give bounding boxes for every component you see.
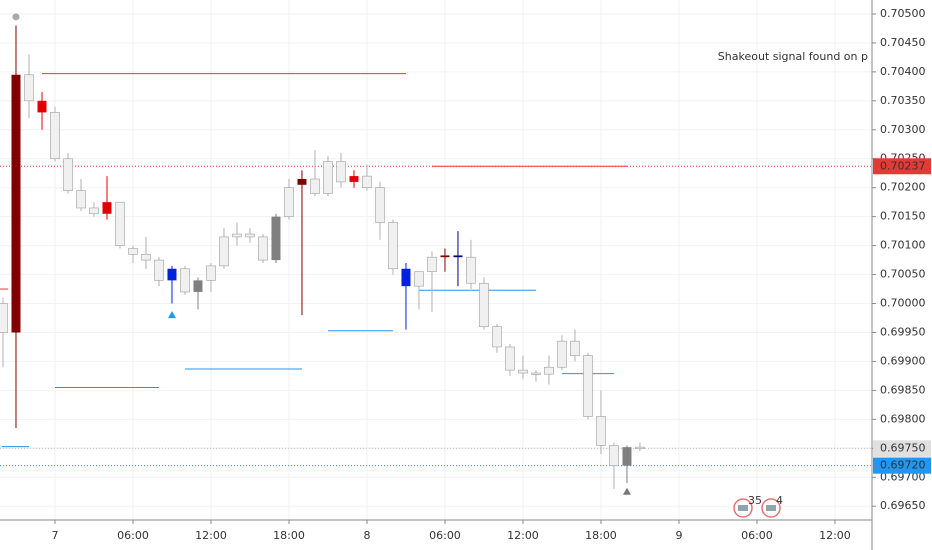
candle-body — [375, 187, 385, 223]
x-tick-label: 9 — [675, 529, 682, 542]
price-badge-label: 0.69750 — [880, 441, 926, 454]
x-tick-label: 06:00 — [429, 529, 461, 542]
x-tick-label: 12:00 — [195, 529, 227, 542]
candle-body — [271, 216, 281, 261]
candle-body — [206, 265, 216, 281]
candle-body — [297, 179, 307, 185]
y-tick-label: 0.69950 — [880, 325, 926, 338]
y-tick-label: 0.70200 — [880, 181, 926, 194]
candle-body — [232, 233, 242, 238]
candle-body — [167, 268, 177, 281]
candle-body — [89, 207, 99, 215]
candle-body — [635, 446, 645, 449]
candle-body — [466, 256, 476, 284]
candle-body — [128, 248, 138, 255]
y-tick-label: 0.70150 — [880, 210, 926, 223]
event-flag — [738, 505, 748, 511]
candle-body — [219, 236, 229, 267]
candle-body — [102, 202, 112, 214]
candle-body — [284, 187, 294, 217]
candle-body — [180, 268, 190, 293]
candle-body — [336, 161, 346, 183]
candle-body — [245, 233, 255, 238]
y-tick-label: 0.70300 — [880, 123, 926, 136]
x-tick-label: 18:00 — [273, 529, 305, 542]
y-tick-label: 0.70100 — [880, 239, 926, 252]
candle-body — [583, 355, 593, 417]
price-badge — [873, 158, 931, 175]
candle-body — [453, 255, 463, 258]
candle-body — [414, 271, 424, 287]
y-tick-label: 0.70350 — [880, 94, 926, 107]
annotation: Shakeout signal found on p — [718, 50, 868, 63]
price-badge — [873, 457, 931, 474]
signal-marker — [12, 13, 20, 21]
grid — [0, 0, 872, 520]
x-tick-label: 12:00 — [819, 529, 851, 542]
y-tick-label: 0.69800 — [880, 412, 926, 425]
candle-body — [609, 445, 619, 466]
x-tick-label: 12:00 — [507, 529, 539, 542]
candle-body — [323, 161, 333, 194]
price-badge-label: 0.69720 — [880, 459, 926, 472]
candle-body — [622, 447, 632, 466]
event-count: 35 — [748, 494, 762, 507]
candle-body — [479, 282, 489, 327]
candle-body — [531, 372, 541, 375]
candle-body — [505, 346, 515, 371]
candle-body — [24, 74, 34, 102]
candle-body — [362, 175, 372, 188]
candle-body — [518, 369, 528, 374]
candle-body — [37, 100, 47, 113]
plot — [0, 13, 872, 495]
y-tick-label: 0.70500 — [880, 7, 926, 20]
candle-body — [115, 201, 125, 246]
signal-marker — [167, 311, 176, 319]
y-tick-label: 0.70400 — [880, 65, 926, 78]
candle-body — [427, 256, 437, 272]
candle-body — [76, 190, 86, 209]
y-tick-label: 0.70450 — [880, 36, 926, 49]
candle-body — [63, 158, 73, 191]
candle-body — [544, 366, 554, 375]
candle-body — [596, 416, 606, 446]
y-tick-label: 0.69650 — [880, 499, 926, 512]
event-flag — [766, 505, 776, 511]
candle-body — [388, 222, 398, 270]
candle-body — [258, 236, 268, 261]
x-tick-label: 8 — [363, 529, 370, 542]
signal-marker — [622, 487, 631, 495]
y-tick-label: 0.69900 — [880, 354, 926, 367]
candle-body — [154, 259, 164, 281]
x-tick-label: 06:00 — [117, 529, 149, 542]
x-tick-label: 18:00 — [585, 529, 617, 542]
x-tick-label: 06:00 — [741, 529, 773, 542]
candle-body — [440, 255, 450, 258]
candle-body — [193, 280, 203, 292]
x-tick-label: 7 — [51, 529, 58, 542]
candle-body — [401, 268, 411, 287]
candle-body — [570, 340, 580, 356]
candle-body — [557, 340, 567, 368]
y-tick-label: 0.69850 — [880, 383, 926, 396]
candle-body — [310, 178, 320, 194]
price-badge — [873, 440, 931, 457]
event-count: 4 — [776, 494, 783, 507]
candle-body — [50, 112, 60, 160]
price-badge-label: 0.70237 — [880, 159, 926, 172]
axis: 0.70500 0.70450 0.70400 0.70350 0.70300 0.702… — [51, 7, 931, 542]
candle-body — [141, 253, 151, 261]
candle-body — [11, 74, 21, 333]
y-tick-label: 0.70050 — [880, 268, 926, 281]
candle-body — [492, 326, 502, 348]
candle-body — [0, 303, 8, 333]
y-tick-label: 0.70000 — [880, 297, 926, 310]
candle-body — [349, 176, 359, 182]
